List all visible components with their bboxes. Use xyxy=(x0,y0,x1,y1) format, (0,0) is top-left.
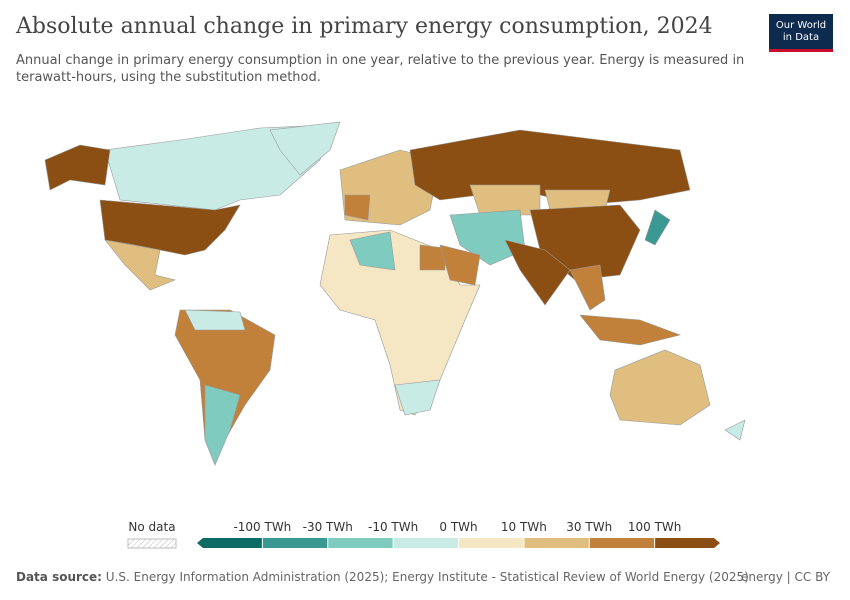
country[interactable] xyxy=(204,384,241,466)
source-label: Data source: xyxy=(16,570,102,584)
country[interactable] xyxy=(394,379,441,416)
map: No data -100 TWh -30 TWh -10 TWh 0 TWh 10 TW… xyxy=(44,121,746,549)
legend-swatch[interactable] xyxy=(393,538,459,548)
logo-line: in Data xyxy=(782,32,820,43)
country[interactable] xyxy=(579,314,682,346)
country[interactable] xyxy=(344,194,371,221)
logo[interactable]: Our World in Data xyxy=(769,14,833,52)
source: U.S. Energy Information Administration (… xyxy=(105,570,749,584)
country[interactable] xyxy=(569,264,606,311)
country[interactable] xyxy=(644,209,671,246)
footer: Data source: U.S. Energy Information Adm… xyxy=(16,570,749,584)
country[interactable] xyxy=(184,309,246,331)
country[interactable] xyxy=(449,209,526,266)
legend-tick-label: -30 TWh xyxy=(303,520,353,534)
title: Absolute annual change in primary energy… xyxy=(16,14,713,39)
country[interactable] xyxy=(469,184,541,216)
legend-tick-label: 10 TWh xyxy=(501,520,547,534)
legend-swatch[interactable] xyxy=(327,538,394,548)
country[interactable] xyxy=(269,121,341,176)
legend-swatch[interactable] xyxy=(458,538,524,548)
legend-swatch[interactable] xyxy=(197,538,263,548)
legend-swatch[interactable] xyxy=(262,538,328,548)
country[interactable] xyxy=(349,231,396,271)
logo-line: Our World xyxy=(775,20,827,31)
country[interactable] xyxy=(439,244,481,286)
country[interactable] xyxy=(44,144,111,191)
legend-tick-label: 30 TWh xyxy=(566,520,612,534)
country[interactable] xyxy=(419,244,446,271)
country[interactable] xyxy=(504,239,571,306)
legend-swatch[interactable] xyxy=(523,538,590,548)
legend-tick-label: 100 TWh xyxy=(628,520,682,534)
legend-tick-label: -10 TWh xyxy=(368,520,418,534)
legend-tick-label: 0 TWh xyxy=(439,520,477,534)
country[interactable] xyxy=(104,239,176,291)
country[interactable] xyxy=(104,124,331,211)
legend-tick-label: -100 TWh xyxy=(233,520,291,534)
countries xyxy=(44,121,746,466)
legend: -100 TWh -30 TWh -10 TWh 0 TWh 10 TWh 30 TWh 1… xyxy=(197,520,720,548)
country[interactable] xyxy=(609,349,711,426)
legend-no-data-label: No data xyxy=(128,520,175,534)
tags: energy | CC BY xyxy=(741,570,830,584)
subtitle: Annual change in primary energy consumpt… xyxy=(16,53,745,85)
legend-swatch[interactable] xyxy=(654,538,720,548)
legend-no-data-swatch[interactable] xyxy=(127,538,177,549)
legend-swatch[interactable] xyxy=(589,538,655,548)
country[interactable] xyxy=(724,419,746,441)
